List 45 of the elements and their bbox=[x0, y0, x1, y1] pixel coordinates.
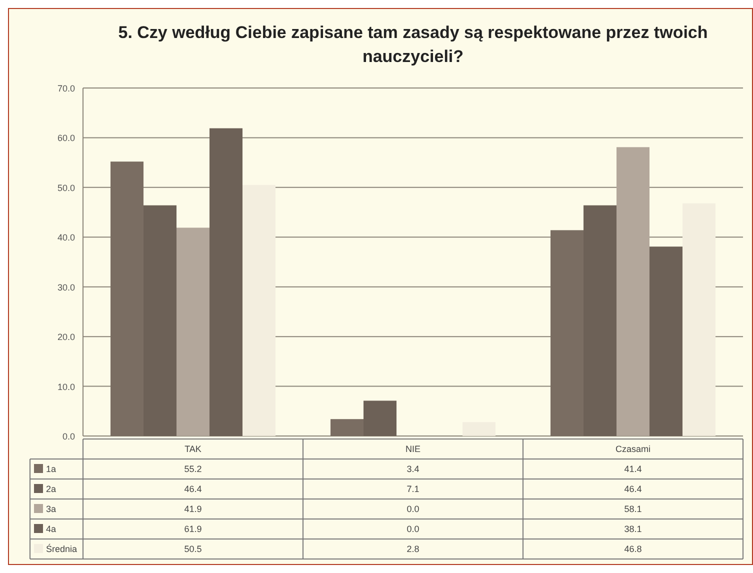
bar bbox=[682, 203, 716, 436]
bar bbox=[462, 422, 496, 436]
x-tick-label: Czasami bbox=[615, 444, 651, 454]
legend-label: Średnia bbox=[46, 543, 78, 554]
bar bbox=[210, 128, 242, 436]
y-tick-label: 70.0 bbox=[57, 84, 75, 94]
chart-title: 5. Czy według Ciebie zapisane tam zasady są respektowane przez twoich nauczycieli? bbox=[118, 23, 708, 66]
bar bbox=[584, 205, 616, 436]
data-label: 41.9 bbox=[184, 504, 202, 514]
y-tick-label: 40.0 bbox=[57, 232, 75, 243]
bar bbox=[144, 205, 176, 436]
legend-label: 4a bbox=[46, 524, 56, 534]
data-label: 61.9 bbox=[184, 524, 202, 534]
y-tick-label: 30.0 bbox=[57, 282, 75, 292]
legend-label: 2a bbox=[46, 484, 56, 494]
data-label: 58.1 bbox=[624, 504, 642, 514]
bar bbox=[550, 230, 584, 436]
legend-label: 1a bbox=[46, 464, 56, 474]
x-tick-label: NIE bbox=[405, 444, 421, 454]
data-label: 46.4 bbox=[184, 484, 202, 494]
data-label: 0.0 bbox=[406, 504, 420, 514]
y-tick-label: 0.0 bbox=[62, 432, 75, 442]
bar bbox=[616, 147, 650, 436]
data-label: 7.1 bbox=[406, 484, 420, 494]
bar bbox=[242, 184, 276, 436]
data-label: 38.1 bbox=[624, 524, 642, 534]
y-tick-label: 50.0 bbox=[57, 182, 75, 193]
data-label: 50.5 bbox=[184, 544, 202, 554]
data-label: 3.4 bbox=[406, 464, 420, 474]
data-label: 46.4 bbox=[624, 484, 642, 494]
bar bbox=[650, 246, 682, 436]
bar bbox=[330, 419, 364, 436]
data-label: 2.8 bbox=[406, 544, 420, 554]
data-label: 55.2 bbox=[184, 464, 202, 474]
data-label: 41.4 bbox=[624, 464, 642, 474]
bar bbox=[364, 400, 396, 436]
y-tick-label: 20.0 bbox=[57, 332, 75, 342]
bar bbox=[176, 228, 210, 436]
data-label: 0.0 bbox=[406, 524, 420, 534]
y-tick-label: 60.0 bbox=[57, 133, 75, 144]
data-label: 46.8 bbox=[624, 544, 642, 554]
x-tick-label: TAK bbox=[184, 444, 202, 454]
legend-label: 3a bbox=[46, 504, 56, 514]
y-tick-label: 10.0 bbox=[57, 382, 75, 392]
bar bbox=[110, 162, 144, 436]
